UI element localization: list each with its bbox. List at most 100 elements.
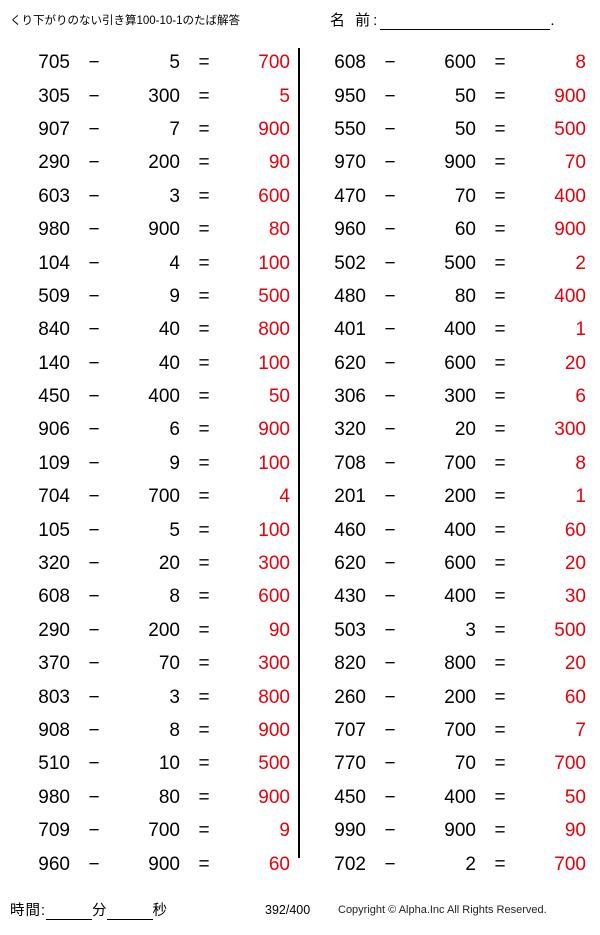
operand-a: 620	[334, 553, 366, 575]
equals-operator: =	[198, 519, 210, 541]
operand-a: 290	[38, 152, 70, 174]
operand-b: 600	[444, 553, 476, 575]
problem-row: 509− 9 = 500	[8, 280, 298, 313]
minus-operator: −	[88, 386, 100, 408]
problem-row: 770− 70 = 700	[304, 747, 594, 780]
minute-unit-label: 分	[92, 903, 107, 919]
minutes-input-line[interactable]	[46, 903, 93, 920]
operand-a: 709	[38, 820, 70, 842]
problem-row: 290− 200 = 90	[8, 614, 298, 647]
answer-value: 20	[564, 352, 586, 374]
operand-a: 908	[38, 720, 70, 741]
problem-row: 140− 40 = 100	[8, 347, 298, 380]
minus-operator: −	[88, 686, 100, 708]
answer-value: 30	[564, 586, 586, 608]
operand-a: 770	[334, 753, 366, 775]
operand-a: 803	[38, 686, 70, 708]
problem-row: 306− 300 = 6	[304, 380, 594, 413]
problem-row: 450− 400 = 50	[304, 781, 594, 814]
operand-b: 300	[444, 386, 476, 408]
operand-a: 702	[334, 853, 366, 875]
minus-operator: −	[384, 85, 396, 107]
operand-a: 260	[334, 686, 366, 708]
equals-operator: =	[494, 619, 506, 641]
operand-b: 900	[444, 152, 476, 174]
problem-row: 320− 20 = 300	[8, 547, 298, 580]
answer-value: 8	[575, 52, 586, 74]
name-trailing-dot: .	[550, 12, 555, 29]
operand-a: 401	[334, 319, 366, 341]
operand-b: 3	[169, 686, 180, 708]
answer-value: 100	[258, 519, 290, 541]
answer-value: 700	[554, 753, 586, 775]
problem-row: 980− 80 = 900	[8, 781, 298, 814]
operand-a: 320	[38, 553, 70, 575]
equals-operator: =	[198, 152, 210, 174]
operand-a: 450	[38, 386, 70, 408]
operand-a: 502	[334, 252, 366, 274]
operand-a: 201	[334, 486, 366, 508]
answer-value: 400	[554, 285, 586, 307]
name-field-group: 名 前:.	[330, 9, 555, 30]
answer-value: 90	[268, 619, 290, 641]
problem-row: 950− 50 = 900	[304, 79, 594, 112]
answer-value: 2	[575, 252, 586, 274]
operand-a: 704	[38, 486, 70, 508]
minus-operator: −	[88, 720, 100, 741]
minus-operator: −	[88, 820, 100, 842]
seconds-input-line[interactable]	[106, 903, 153, 920]
operand-a: 980	[38, 786, 70, 808]
second-unit-label: 秒	[152, 903, 168, 919]
answer-value: 500	[554, 118, 586, 140]
operand-a: 960	[38, 853, 70, 875]
minus-operator: −	[384, 252, 396, 274]
equals-operator: =	[494, 720, 506, 741]
name-input-line[interactable]	[380, 12, 551, 30]
operand-b: 800	[444, 653, 476, 675]
problem-row: 450− 400 = 50	[8, 380, 298, 413]
problem-column-left: 705−5 = 700 305−300 = 5 907−7 = 900 290−200 = 90 603…	[8, 46, 298, 873]
problem-row: 608− 600 = 8	[304, 46, 594, 79]
answer-value: 1	[575, 486, 586, 508]
equals-operator: =	[198, 786, 210, 808]
minus-operator: −	[384, 219, 396, 241]
answer-value: 900	[258, 419, 290, 441]
answer-value: 100	[258, 252, 290, 274]
minus-operator: −	[384, 720, 396, 741]
operand-b: 9	[169, 285, 180, 307]
operand-b: 10	[158, 753, 180, 775]
operand-a: 105	[38, 519, 70, 541]
minus-operator: −	[88, 118, 100, 140]
problem-row: 970− 900 = 70	[304, 146, 594, 179]
answer-value: 70	[564, 152, 586, 174]
operand-a: 109	[38, 452, 70, 474]
answer-value: 50	[564, 786, 586, 808]
equals-operator: =	[198, 586, 210, 608]
operand-a: 990	[334, 820, 366, 842]
problem-row: 401− 400 = 1	[304, 313, 594, 346]
answer-value: 900	[554, 219, 586, 241]
operand-b: 600	[444, 352, 476, 374]
problem-row: 906− 6 = 900	[8, 413, 298, 446]
answer-value: 900	[554, 85, 586, 107]
problem-row: 705− 5 = 700	[8, 46, 298, 79]
operand-a: 510	[38, 753, 70, 775]
equals-operator: =	[198, 419, 210, 441]
minus-operator: −	[384, 352, 396, 374]
operand-a: 705	[38, 52, 70, 74]
answer-value: 5	[279, 85, 290, 107]
problem-row: 430− 400 = 30	[304, 580, 594, 613]
equals-operator: =	[494, 753, 506, 775]
problem-row: 104− 4 = 100	[8, 246, 298, 279]
answer-value: 900	[258, 786, 290, 808]
minus-operator: −	[384, 786, 396, 808]
operand-b: 70	[454, 753, 476, 775]
operand-a: 503	[334, 619, 366, 641]
problem-row: 908− 8 = 900	[8, 714, 298, 747]
answer-value: 20	[564, 553, 586, 575]
equals-operator: =	[494, 52, 506, 74]
minus-operator: −	[384, 185, 396, 207]
operand-a: 140	[38, 352, 70, 374]
answer-value: 4	[279, 486, 290, 508]
